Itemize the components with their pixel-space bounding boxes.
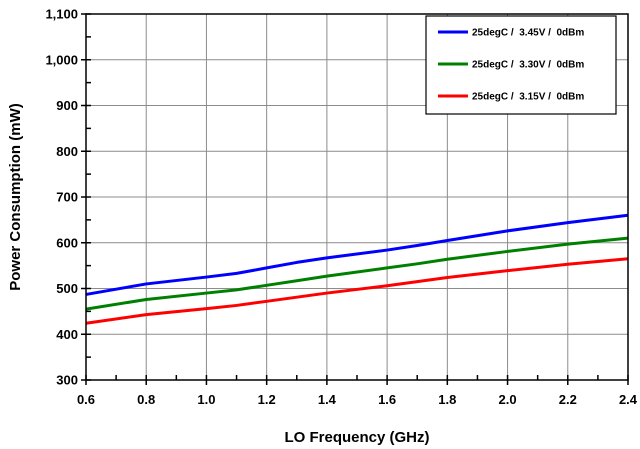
axis-tick-marks <box>81 13 629 385</box>
legend-label-3: 25degC / 3.15V / 0dBm <box>472 92 584 103</box>
x-axis-tick-labels: 0.6 0.8 1.0 1.2 1.4 1.6 1.8 2.0 2.2 2.4 <box>77 392 638 407</box>
y-tick-label: 500 <box>56 281 78 296</box>
y-tick-label: 600 <box>56 235 78 250</box>
y-tick-label: 1,000 <box>45 52 78 67</box>
y-axis-tick-labels: 300 400 500 600 700 800 900 1,000 1,100 <box>45 7 78 388</box>
x-tick-label: 0.6 <box>77 392 95 407</box>
series-line-1 <box>85 213 629 296</box>
grid-lines <box>85 13 629 381</box>
x-tick-label: 2.0 <box>499 392 517 407</box>
legend-label-1: 25degC / 3.45V / 0dBm <box>472 28 584 39</box>
x-tick-label: 1.2 <box>258 392 276 407</box>
x-axis-label: LO Frequency (GHz) <box>284 429 429 446</box>
x-tick-label: 1.0 <box>197 392 215 407</box>
y-tick-label: 900 <box>56 98 78 113</box>
series-lines <box>85 213 629 325</box>
y-axis-label: Power Consumption (mW) <box>7 103 24 291</box>
x-tick-label: 1.8 <box>438 392 456 407</box>
x-tick-label: 1.4 <box>318 392 337 407</box>
legend: 25degC / 3.45V / 0dBm 25degC / 3.30V / 0d… <box>425 15 617 115</box>
x-tick-label: 2.4 <box>619 392 638 407</box>
y-tick-label: 1,100 <box>45 7 78 22</box>
series-line-3 <box>85 257 629 325</box>
y-tick-label: 800 <box>56 144 78 159</box>
legend-label-2: 25degC / 3.30V / 0dBm <box>472 60 584 71</box>
series-line-2 <box>85 236 629 311</box>
x-tick-label: 1.6 <box>378 392 396 407</box>
y-tick-label: 300 <box>56 373 78 388</box>
x-tick-label: 0.8 <box>137 392 155 407</box>
y-tick-label: 400 <box>56 327 78 342</box>
y-tick-label: 700 <box>56 190 78 205</box>
x-tick-label: 2.2 <box>559 392 577 407</box>
